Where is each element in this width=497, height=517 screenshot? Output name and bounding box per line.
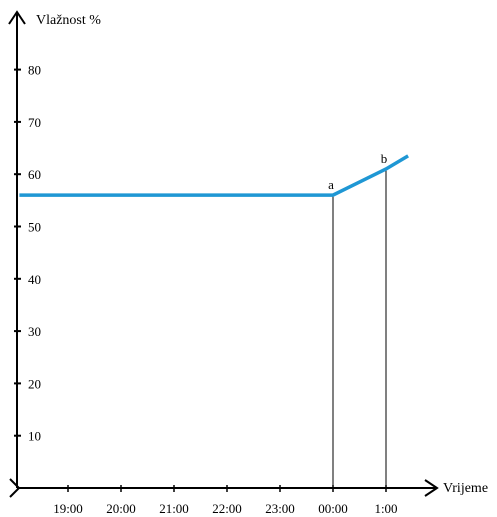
origin-mark (9, 478, 21, 498)
y-tick-label: 50 (28, 220, 41, 235)
x-ticks: 19:00 20:00 21:00 22:00 23:00 00:00 1:00 (53, 485, 398, 516)
axes (8, 10, 439, 498)
y-tick-label: 10 (28, 429, 41, 444)
y-tick-label: 70 (28, 115, 41, 130)
y-tick-label: 20 (28, 376, 41, 391)
drop-lines (332, 168, 387, 488)
y-tick-label: 80 (28, 63, 41, 78)
x-axis-title: Vrijeme (443, 481, 488, 496)
x-tick-label: 1:00 (374, 501, 397, 516)
y-axis-title: Vlažnost % (36, 13, 101, 28)
y-tick-label: 30 (28, 324, 41, 339)
marker-label: a (328, 177, 334, 192)
y-tick-label: 40 (28, 272, 41, 287)
x-tick-label: 00:00 (318, 501, 348, 516)
x-tick-label: 22:00 (212, 501, 242, 516)
x-tick-label: 21:00 (159, 501, 189, 516)
marker-labels: ab (328, 151, 387, 192)
x-tick-label: 19:00 (53, 501, 83, 516)
x-tick-label: 23:00 (265, 501, 295, 516)
x-tick-label: 20:00 (106, 501, 136, 516)
y-axis-arrow (8, 10, 26, 25)
marker-label: b (381, 151, 388, 166)
series-group (19, 154, 409, 197)
x-axis-arrow (424, 479, 439, 497)
y-ticks: 10 20 30 40 50 60 70 80 (14, 63, 41, 444)
humidity-series-line (19, 154, 409, 197)
y-tick-label: 60 (28, 167, 41, 182)
